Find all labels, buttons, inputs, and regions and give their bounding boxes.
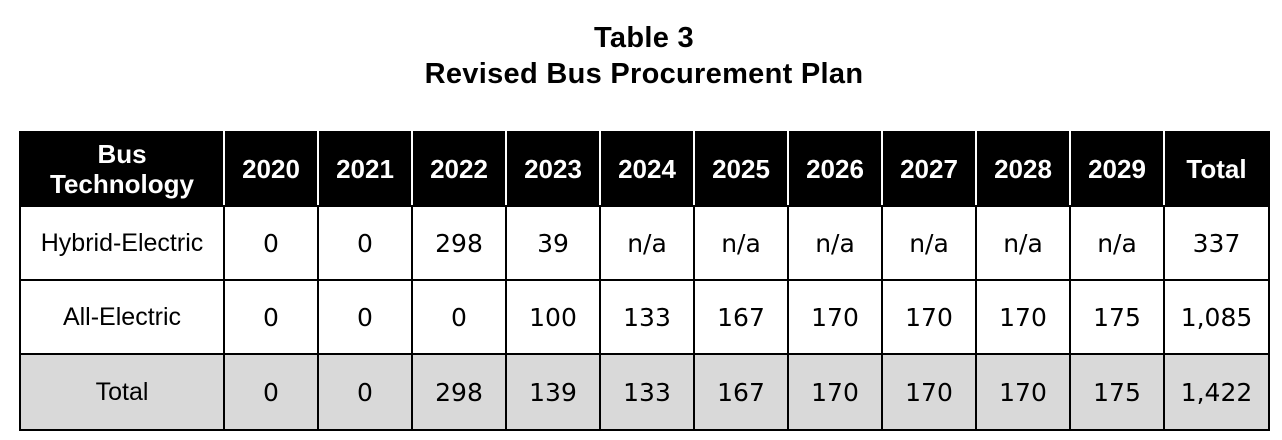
table-row: All-Electric 0 0 0 100 133 167 170 170 1… [19, 279, 1270, 355]
header-cell-total: Total [1163, 131, 1270, 207]
table-cell: 170 [975, 279, 1071, 355]
table-cell: 175 [1069, 353, 1165, 431]
header-cell-2024: 2024 [599, 131, 695, 207]
table-title: Revised Bus Procurement Plan [424, 58, 864, 90]
row-label: All-Electric [19, 279, 225, 355]
table-cell: 170 [881, 353, 977, 431]
row-label: Total [19, 353, 225, 431]
table-cell: n/a [693, 205, 789, 281]
table-cell: n/a [787, 205, 883, 281]
procurement-table: Bus Technology 2020 2021 2022 2023 2024 … [19, 131, 1270, 431]
table-cell: 0 [317, 279, 413, 355]
table-cell: 1,085 [1163, 279, 1270, 355]
table-cell: n/a [975, 205, 1071, 281]
table-number: Table 3 [594, 22, 694, 54]
table-cell: 1,422 [1163, 353, 1270, 431]
header-cell-2027: 2027 [881, 131, 977, 207]
row-label: Hybrid-Electric [19, 205, 225, 281]
table-cell: n/a [881, 205, 977, 281]
header-cell-bus-technology: Bus Technology [19, 131, 225, 207]
table-cell: 39 [505, 205, 601, 281]
table-cell: 0 [223, 205, 319, 281]
header-cell-2021: 2021 [317, 131, 413, 207]
table-cell: n/a [1069, 205, 1165, 281]
header-cell-2025: 2025 [693, 131, 789, 207]
header-line: Bus [97, 139, 147, 169]
header-cell-2023: 2023 [505, 131, 601, 207]
header-cell-2020: 2020 [223, 131, 319, 207]
header-row: Bus Technology 2020 2021 2022 2023 2024 … [19, 131, 1270, 207]
header-cell-2028: 2028 [975, 131, 1071, 207]
table-cell: 170 [787, 279, 883, 355]
table-cell: 170 [881, 279, 977, 355]
table-cell: 133 [599, 353, 695, 431]
table-cell: n/a [599, 205, 695, 281]
table-caption: Table 3 Revised Bus Procurement Plan [0, 20, 1282, 92]
table-cell: 175 [1069, 279, 1165, 355]
header-line: Technology [50, 169, 194, 199]
table-cell: 170 [975, 353, 1071, 431]
table-row: Hybrid-Electric 0 0 298 39 n/a n/a n/a n… [19, 205, 1270, 281]
table-cell: 0 [317, 353, 413, 431]
table-cell: 100 [505, 279, 601, 355]
table-cell: 0 [223, 279, 319, 355]
total-row: Total 0 0 298 139 133 167 170 170 170 17… [19, 353, 1270, 431]
table-cell: 170 [787, 353, 883, 431]
table-cell: 337 [1163, 205, 1270, 281]
table-cell: 298 [411, 353, 507, 431]
table-cell: 0 [317, 205, 413, 281]
table-cell: 0 [223, 353, 319, 431]
table-cell: 167 [693, 279, 789, 355]
table-cell: 133 [599, 279, 695, 355]
table-cell: 0 [411, 279, 507, 355]
table-cell: 139 [505, 353, 601, 431]
header-cell-2022: 2022 [411, 131, 507, 207]
table-cell: 298 [411, 205, 507, 281]
header-cell-2029: 2029 [1069, 131, 1165, 207]
table-cell: 167 [693, 353, 789, 431]
header-cell-2026: 2026 [787, 131, 883, 207]
